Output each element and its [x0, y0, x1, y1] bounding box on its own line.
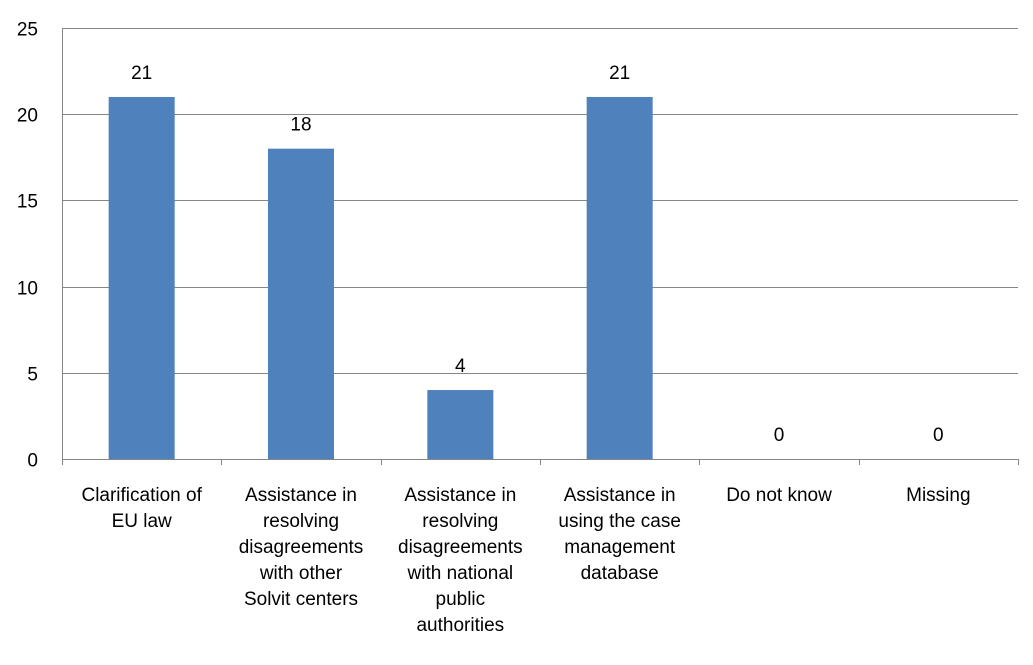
data-label: 4	[455, 356, 466, 377]
x-category-label-line: disagreements	[239, 537, 364, 558]
x-category-label-line: with national	[407, 563, 514, 584]
x-category-label-line: Clarification of	[81, 485, 202, 506]
x-category-label-line: Missing	[906, 485, 970, 506]
x-category-label-line: EU law	[112, 511, 172, 532]
bar	[587, 97, 653, 459]
y-tick-label: 10	[17, 279, 38, 300]
x-category-label: Missing	[906, 485, 970, 506]
y-tick-label: 25	[17, 20, 38, 41]
y-axis-ticks: 0 5 10 15 20 25	[17, 20, 38, 472]
x-category-label-line: authorities	[416, 615, 504, 636]
x-category-label-line: Assistance in	[245, 485, 357, 506]
y-tick-label: 5	[27, 365, 38, 386]
x-category-label-line: database	[581, 563, 659, 584]
x-category-label: Assistance in using the case management dat…	[558, 485, 681, 584]
x-category-label-line: management	[564, 537, 676, 558]
data-label: 0	[933, 425, 944, 446]
bar	[268, 149, 334, 459]
x-axis-labels: Clarification of EU law Assistance in resol…	[81, 485, 970, 636]
data-label: 21	[609, 63, 630, 84]
x-category-label-line: Assistance in	[564, 485, 676, 506]
y-tick-label: 0	[27, 451, 38, 472]
x-category-label: Do not know	[726, 485, 832, 506]
gridlines	[62, 28, 1019, 465]
data-labels: 21 18 4 21 0 0	[131, 63, 944, 446]
x-category-label-line: Do not know	[726, 485, 832, 506]
y-tick-label: 20	[17, 106, 38, 127]
x-category-label-line: resolving	[263, 511, 339, 532]
x-category-label-line: resolving	[422, 511, 498, 532]
x-category-label-line: using the case	[558, 511, 681, 532]
x-category-label-line: public	[436, 589, 486, 610]
bars	[109, 97, 653, 459]
x-category-label: Assistance in resolving disagreements with …	[239, 485, 364, 610]
y-tick-label: 15	[17, 192, 38, 213]
x-category-label: Clarification of EU law	[81, 485, 202, 532]
data-label: 0	[774, 425, 785, 446]
x-category-label-line: Assistance in	[404, 485, 516, 506]
data-label: 21	[131, 63, 152, 84]
x-category-label-line: with other	[259, 563, 343, 584]
bar	[109, 97, 175, 459]
data-label: 18	[290, 115, 311, 136]
x-category-label-line: Solvit centers	[244, 589, 358, 610]
x-category-label-line: disagreements	[398, 537, 523, 558]
x-category-label: Assistance in resolving disagreements with …	[398, 485, 523, 636]
bar	[427, 390, 493, 459]
